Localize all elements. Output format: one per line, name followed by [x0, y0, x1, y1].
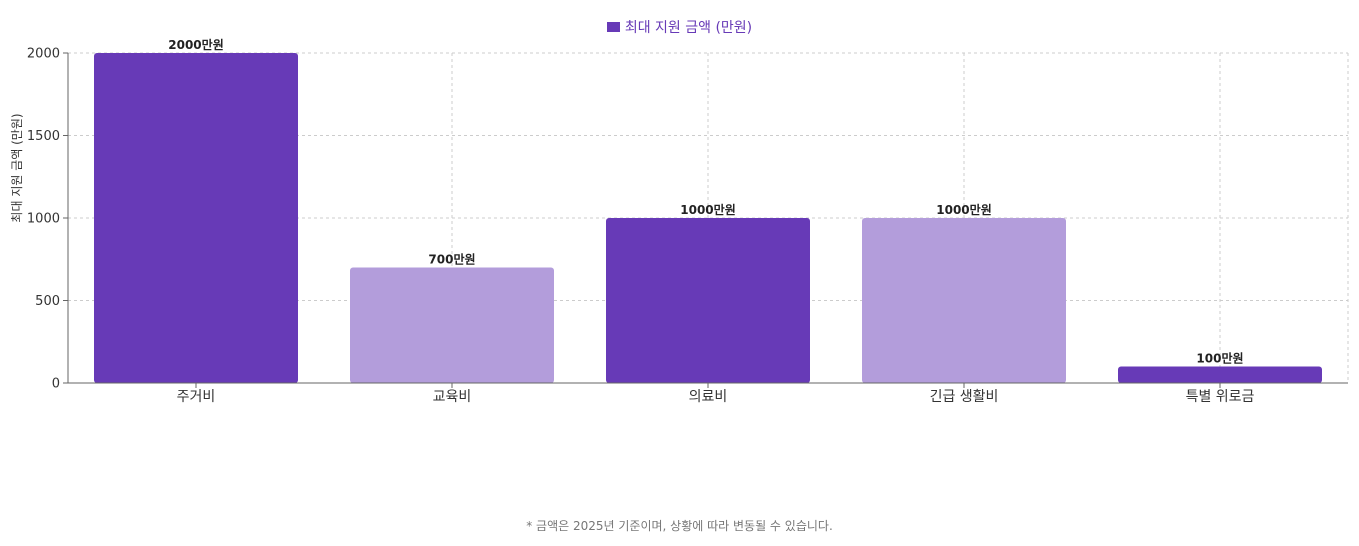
x-tick-label: 긴급 생활비	[930, 389, 999, 405]
footnote: * 금액은 2025년 기준이며, 상황에 따라 변동될 수 있습니다.	[526, 519, 833, 533]
bar	[1118, 366, 1322, 383]
legend-label: 최대 지원 금액 (만원)	[624, 20, 753, 36]
data-label: 1000만원	[936, 202, 991, 217]
y-axis-label: 최대 지원 금액 (만원)	[10, 113, 24, 222]
data-label: 2000만원	[168, 37, 223, 52]
x-tick-label: 교육비	[433, 389, 472, 405]
bar	[94, 53, 298, 383]
bar	[862, 218, 1066, 383]
y-tick-label: 0	[52, 377, 60, 392]
data-label: 700만원	[428, 252, 475, 267]
chart-legend[interactable]: 최대 지원 금액 (만원)	[0, 17, 1359, 37]
x-tick-label: 의료비	[689, 389, 728, 405]
y-tick-label: 1500	[27, 129, 60, 144]
data-label: 100만원	[1196, 351, 1243, 366]
y-tick-label: 1000	[27, 212, 60, 227]
legend-swatch	[606, 22, 620, 32]
bar	[350, 267, 554, 383]
y-tick-label: 500	[35, 294, 60, 309]
bar	[606, 218, 810, 383]
y-tick-label: 2000	[27, 47, 60, 62]
x-tick-label: 특별 위로금	[1186, 389, 1255, 405]
x-tick-label: 주거비	[177, 389, 216, 405]
data-label: 1000만원	[680, 202, 735, 217]
